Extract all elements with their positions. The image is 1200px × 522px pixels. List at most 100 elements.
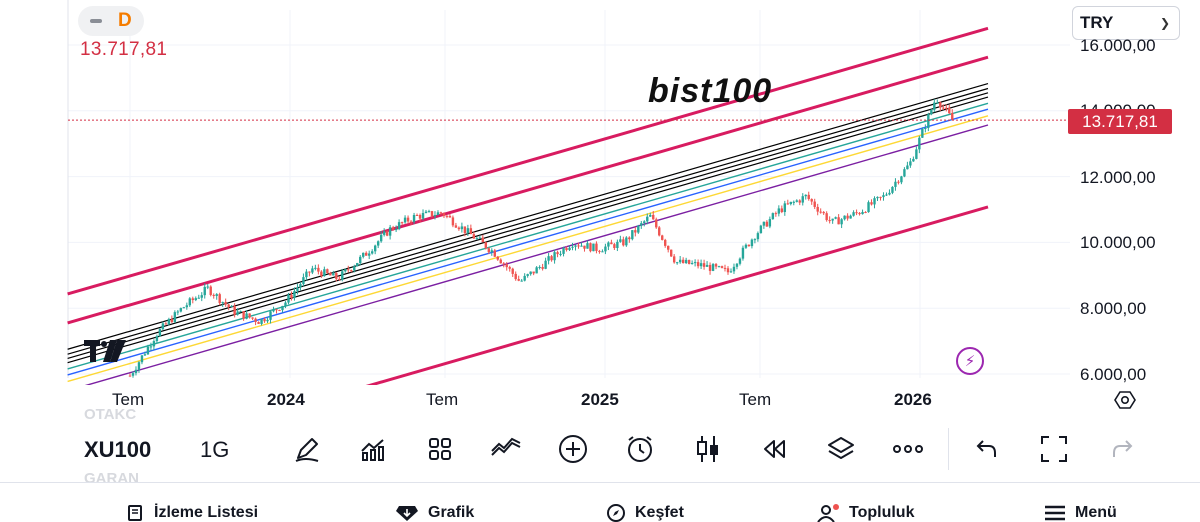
candle-body — [789, 201, 792, 205]
interval-selector[interactable]: 1G — [200, 437, 230, 462]
minus-icon[interactable] — [90, 19, 102, 23]
candle-body — [690, 263, 694, 265]
candle-body — [275, 309, 278, 311]
candle-body — [341, 271, 344, 280]
candle-body — [541, 267, 544, 269]
candle-body — [550, 256, 553, 261]
candle-body — [242, 311, 245, 319]
candle-body — [254, 318, 257, 322]
candle-body — [553, 252, 556, 261]
candle-body — [810, 199, 813, 202]
candle-body — [837, 217, 840, 225]
candle-body — [753, 239, 757, 241]
layers-icon[interactable] — [825, 433, 857, 465]
candle-body — [350, 270, 353, 272]
candle-body — [463, 226, 467, 234]
draw-pen-icon[interactable] — [291, 433, 323, 465]
candle-body — [353, 266, 356, 271]
x-tick: Tem — [112, 390, 145, 409]
candle-body — [332, 272, 335, 276]
candle-body — [475, 238, 479, 240]
candle-body — [780, 208, 784, 213]
currency-value: TRY — [1080, 13, 1114, 32]
candle-body — [406, 217, 410, 222]
x-tick: 2024 — [267, 390, 305, 409]
center-line — [67, 92, 989, 360]
nav-watchlist[interactable]: İzleme Listesi — [128, 504, 258, 522]
blue-line — [67, 108, 989, 376]
add-icon[interactable] — [557, 433, 589, 465]
compare-icon[interactable] — [490, 433, 522, 465]
candle-body — [795, 200, 798, 202]
candle-body — [335, 272, 338, 279]
candle-body — [646, 216, 649, 222]
candle-body — [565, 248, 568, 251]
candle-body — [137, 362, 141, 370]
candle-body — [167, 319, 171, 325]
candle-body — [813, 201, 816, 207]
fullscreen-icon[interactable] — [1038, 433, 1070, 465]
chart-header-pill[interactable]: D — [78, 6, 144, 36]
candle-body — [592, 243, 595, 252]
candle-body — [344, 269, 347, 272]
candle-body — [741, 247, 745, 259]
candle-body — [798, 200, 801, 203]
currency-select[interactable]: TRY ❯ — [1072, 6, 1180, 40]
symbol-name[interactable]: XU100 — [84, 437, 152, 462]
candle-body — [912, 158, 915, 162]
candle-body — [430, 211, 434, 217]
candle-body — [397, 222, 401, 230]
candle-body — [568, 247, 571, 251]
candle-body — [224, 301, 227, 305]
nav-explore[interactable]: Keşfet — [607, 504, 684, 522]
candle-body — [308, 271, 311, 273]
candle-body — [613, 244, 616, 248]
candle-body — [619, 239, 622, 242]
candle-body — [667, 245, 670, 250]
nav-chart[interactable]: Grafik — [396, 504, 474, 522]
candle-body — [469, 228, 473, 235]
candle-body — [146, 346, 150, 355]
candle-body — [538, 267, 541, 269]
candle-body — [505, 264, 508, 268]
candle-body — [762, 221, 766, 226]
nav-menu-label: Menü — [1075, 504, 1117, 521]
candle-type-icon[interactable] — [692, 433, 724, 465]
candle-body — [622, 239, 625, 246]
candle-body — [687, 259, 691, 264]
center-line — [67, 82, 989, 350]
more-icon[interactable] — [892, 433, 924, 465]
nav-community[interactable]: Topluluk — [817, 504, 914, 522]
nav-menu[interactable]: Menü — [1045, 504, 1117, 522]
candle-body — [143, 354, 147, 356]
redo-icon[interactable] — [1106, 433, 1138, 465]
candle-body — [855, 212, 858, 214]
channel-lower-line — [365, 205, 989, 385]
candle-body — [735, 263, 739, 267]
chart-area[interactable] — [0, 0, 1200, 420]
price-chart[interactable] — [0, 0, 1070, 385]
settings-hex-icon[interactable] — [1114, 389, 1136, 411]
replay-icon[interactable] — [758, 433, 790, 465]
candle-body — [738, 258, 742, 264]
candle-body — [846, 215, 849, 219]
candle-body — [750, 239, 754, 247]
candle-body — [628, 237, 631, 240]
candle-body — [885, 194, 888, 196]
undo-icon[interactable] — [971, 433, 1003, 465]
alert-clock-icon[interactable] — [624, 433, 656, 465]
community-icon — [817, 504, 839, 522]
candle-body — [194, 298, 197, 301]
last-price-label: 13.717,81 — [80, 39, 168, 60]
candle-body — [708, 264, 712, 271]
candle-body — [511, 268, 514, 274]
candle-body — [726, 268, 730, 273]
templates-icon[interactable] — [424, 433, 456, 465]
candle-body — [801, 196, 804, 203]
indicators-icon[interactable] — [357, 433, 389, 465]
candle-body — [729, 271, 733, 273]
center-line — [67, 87, 989, 355]
flash-icon[interactable]: ⚡ — [956, 347, 984, 375]
candle-body — [559, 253, 562, 255]
candle-body — [290, 295, 293, 298]
